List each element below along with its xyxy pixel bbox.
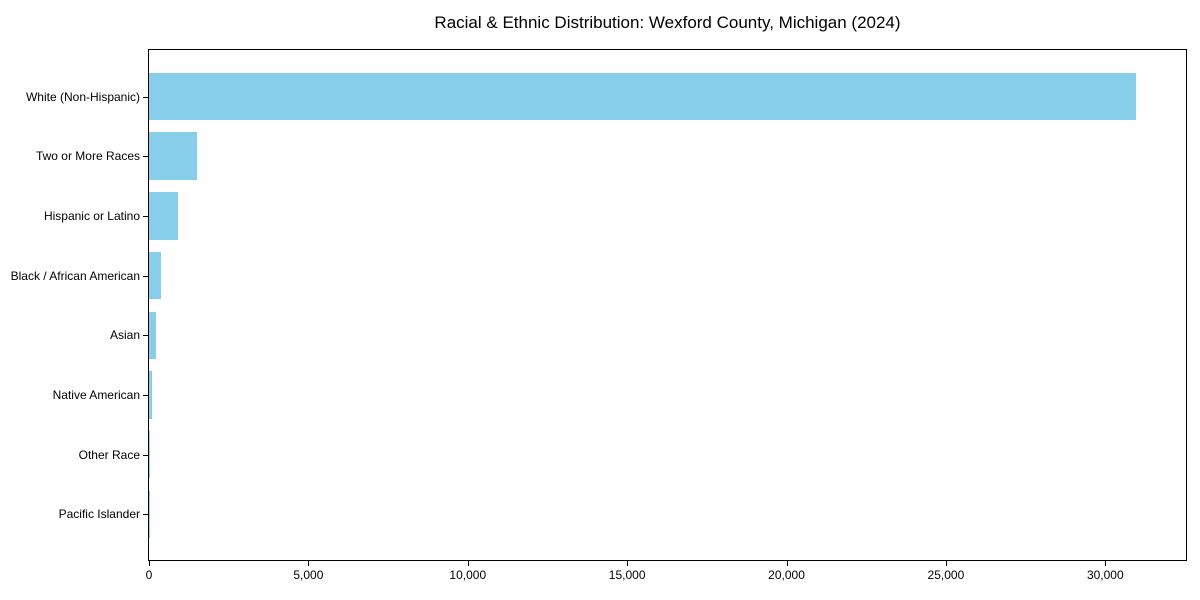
y-tick-label-other-race: Other Race	[78, 447, 140, 462]
bar-other-race	[149, 430, 150, 479]
x-tick-label: 20,000	[768, 568, 805, 582]
y-tick-mark	[143, 215, 148, 217]
x-tick-label: 10,000	[449, 568, 487, 582]
x-tick-mark	[149, 561, 150, 566]
y-tick-label-black-african-american: Black / African American	[10, 268, 140, 283]
y-tick-label-asian: Asian	[109, 328, 140, 343]
x-tick-mark	[467, 561, 469, 566]
y-tick-mark	[143, 335, 148, 337]
x-tick-label: 25,000	[927, 568, 965, 582]
x-tick-label: 30,000	[1086, 568, 1124, 582]
x-tick-mark	[627, 561, 629, 566]
y-tick-label-two-or-more-races: Two or More Races	[35, 149, 140, 164]
x-tick-label: 5,000	[293, 568, 324, 582]
x-tick-mark	[945, 561, 947, 566]
bar-white-non-hispanic	[149, 72, 1136, 121]
bar-two-or-more-races	[149, 132, 197, 180]
plot-area	[148, 49, 1187, 561]
chart-title: Racial & Ethnic Distribution: Wexford Co…	[434, 13, 901, 32]
x-tick-label: 15,000	[608, 568, 646, 582]
bar-native-american	[149, 371, 153, 419]
x-tick-mark	[308, 561, 310, 566]
y-tick-mark	[143, 514, 148, 516]
bar-hispanic-or-latino	[149, 192, 178, 240]
x-tick-mark	[786, 561, 788, 566]
y-tick-mark	[143, 96, 148, 98]
y-tick-mark	[143, 275, 148, 277]
y-tick-label-hispanic-or-latino: Hispanic or Latino	[43, 208, 140, 223]
y-tick-label-white-non-hispanic: White (Non-Hispanic)	[25, 89, 140, 104]
bar-black-african-american	[149, 251, 161, 300]
bar-asian	[149, 311, 156, 360]
y-tick-mark	[143, 395, 148, 396]
y-tick-mark	[143, 156, 148, 158]
x-tick-mark	[1105, 561, 1107, 566]
y-tick-label-native-american: Native American	[52, 388, 140, 402]
y-tick-mark	[143, 454, 148, 456]
y-tick-label-pacific-islander: Pacific Islander	[58, 507, 140, 522]
x-tick-label: 0	[145, 568, 153, 582]
